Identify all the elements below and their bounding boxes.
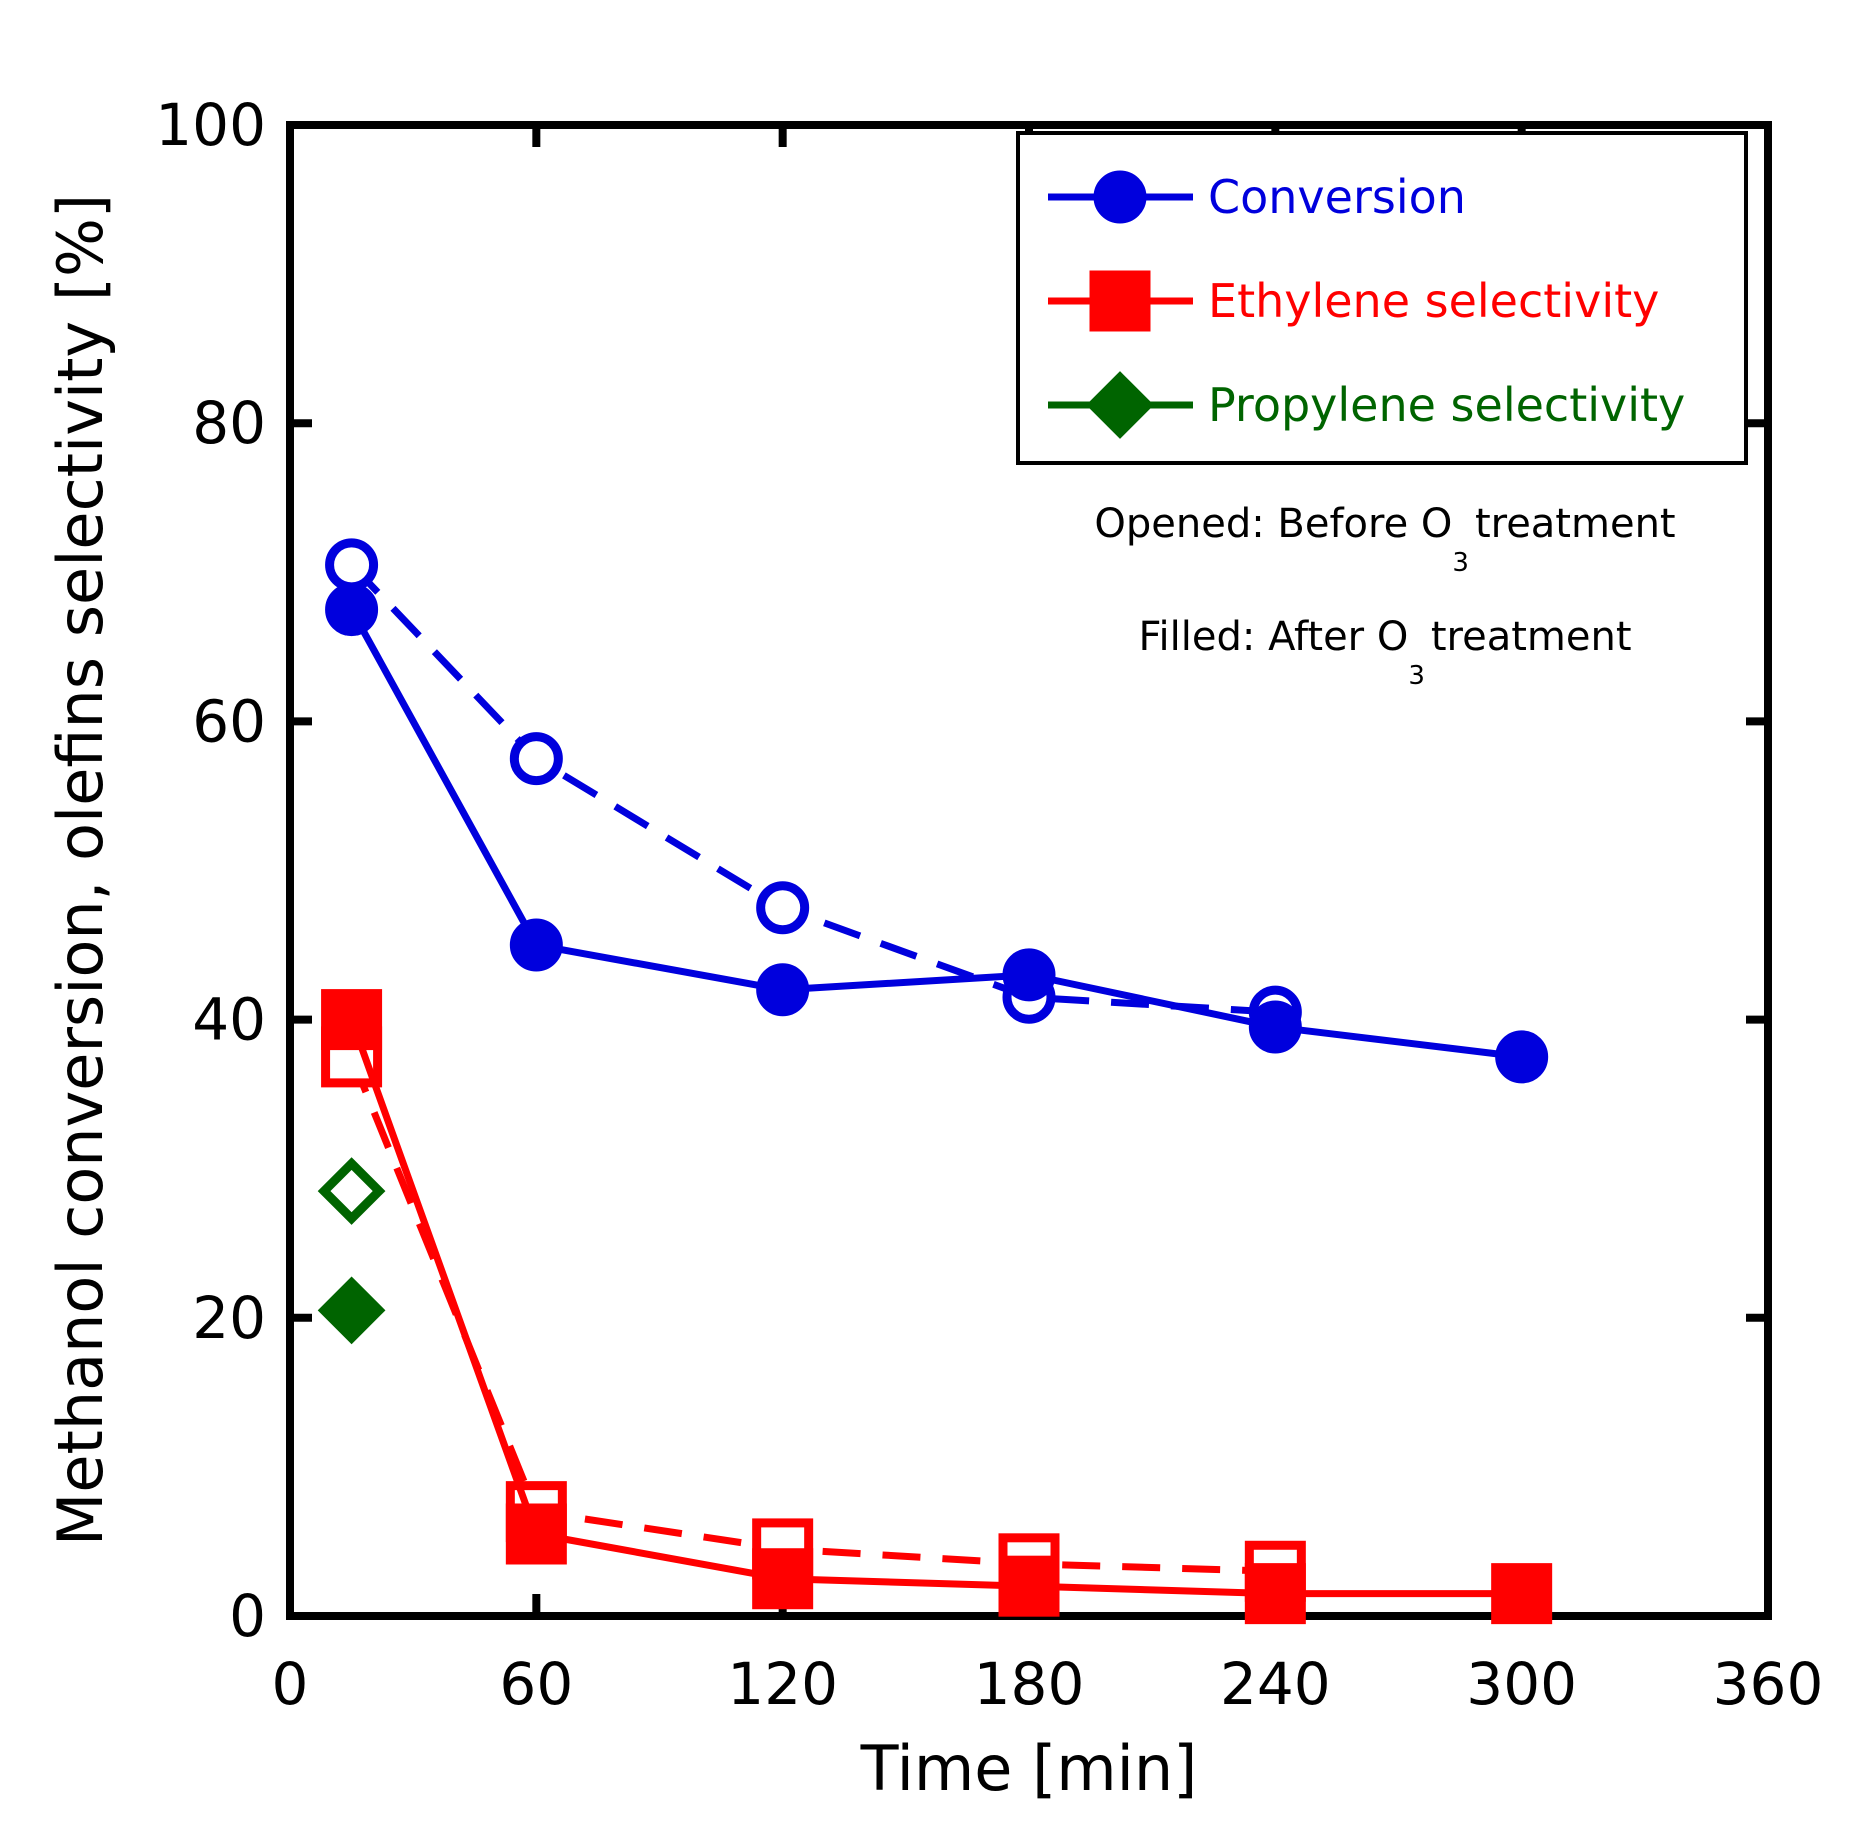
annotation-suffix: treatment bbox=[1475, 501, 1676, 547]
annotation-prefix: Filled: After O bbox=[1138, 614, 1408, 660]
x-tick-label: 360 bbox=[1713, 1650, 1824, 1718]
data-point bbox=[998, 1555, 1060, 1617]
series-4 bbox=[317, 1157, 386, 1225]
x-axis-title: Time [min] bbox=[860, 1732, 1198, 1805]
legend-marker bbox=[1093, 170, 1147, 224]
series-line bbox=[348, 1055, 1276, 1575]
data-point bbox=[1244, 1563, 1306, 1625]
legend-label: Ethylene selectivity bbox=[1208, 274, 1659, 328]
series-line bbox=[348, 607, 1523, 1061]
data-point bbox=[752, 1548, 814, 1610]
data-point bbox=[1248, 1000, 1302, 1054]
x-tick-label: 0 bbox=[272, 1650, 309, 1718]
annotation-filled: Filled: After O3treatment bbox=[1138, 614, 1631, 691]
data-point bbox=[317, 1276, 386, 1345]
data-point bbox=[317, 1157, 386, 1225]
series-5 bbox=[317, 1276, 386, 1345]
series-line bbox=[348, 1018, 1522, 1598]
series-line bbox=[349, 562, 1276, 1016]
x-tick-label: 300 bbox=[1466, 1650, 1577, 1718]
data-point bbox=[325, 538, 379, 592]
series-3 bbox=[321, 989, 1553, 1625]
x-tick-label: 60 bbox=[499, 1650, 573, 1718]
y-tick-label: 0 bbox=[229, 1582, 266, 1650]
y-tick-label: 80 bbox=[192, 389, 266, 457]
legend-label: Conversion bbox=[1208, 170, 1466, 224]
y-tick-label: 40 bbox=[192, 986, 266, 1054]
data-point bbox=[325, 583, 379, 637]
x-tick-label: 120 bbox=[727, 1650, 838, 1718]
data-point bbox=[505, 1503, 567, 1565]
y-tick-label: 100 bbox=[155, 91, 266, 159]
annotation-suffix: treatment bbox=[1431, 614, 1632, 660]
series-1 bbox=[325, 583, 1549, 1084]
data-point bbox=[1491, 1563, 1553, 1625]
annotation-opened: Opened: Before O3treatment bbox=[1094, 501, 1675, 578]
legend-marker bbox=[1089, 270, 1151, 332]
y-axis-title: Methanol conversion, olefins selectivity… bbox=[44, 194, 117, 1546]
data-point bbox=[509, 918, 563, 972]
data-point bbox=[509, 732, 563, 786]
annotation-subscript: 3 bbox=[1452, 548, 1469, 578]
annotation-subscript: 3 bbox=[1408, 661, 1425, 691]
data-point bbox=[321, 989, 383, 1051]
y-tick-label: 20 bbox=[192, 1284, 266, 1352]
series-2 bbox=[321, 1026, 1306, 1602]
x-tick-label: 240 bbox=[1220, 1650, 1331, 1718]
legend-marker bbox=[1086, 371, 1154, 439]
data-point bbox=[1002, 948, 1056, 1002]
x-tick-label: 180 bbox=[974, 1650, 1085, 1718]
data-point bbox=[756, 963, 810, 1017]
y-tick-label: 60 bbox=[192, 687, 266, 755]
data-point bbox=[756, 881, 810, 935]
data-point bbox=[1495, 1030, 1549, 1084]
legend-label: Propylene selectivity bbox=[1208, 378, 1685, 432]
annotation-prefix: Opened: Before O bbox=[1094, 501, 1452, 547]
